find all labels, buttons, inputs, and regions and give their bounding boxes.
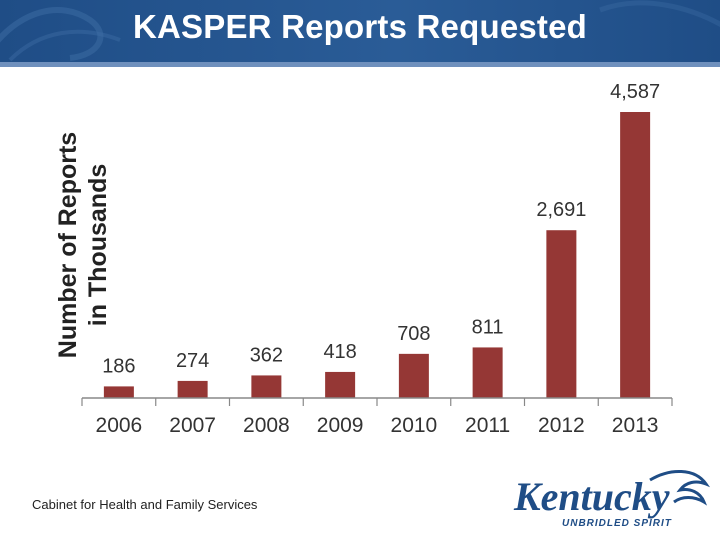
footer-text: Cabinet for Health and Family Services	[32, 497, 258, 512]
data-label-2010: 708	[397, 323, 430, 345]
y-axis-label: Number of Reports in Thousands	[54, 132, 112, 358]
data-label-2011: 811	[472, 316, 504, 338]
header-swirl-decoration	[0, 0, 720, 62]
header-underline	[0, 62, 720, 67]
logo-tagline: UNBRIDLED SPIRIT	[562, 518, 672, 529]
data-label-2012: 2,691	[536, 199, 586, 221]
x-tick-label-2009: 2009	[317, 414, 364, 437]
x-tick-label-2010: 2010	[391, 414, 438, 437]
y-axis-label-line: in Thousands	[84, 164, 112, 327]
bar-2008	[251, 375, 282, 398]
horse-head-icon	[649, 469, 711, 506]
bar-2013	[620, 112, 651, 398]
x-tick-label-2013: 2013	[612, 414, 659, 437]
bar-chart: Number of Reports in Thousands 186 274 362 4…	[54, 81, 673, 437]
x-tick-label-2011: 2011	[465, 414, 510, 437]
data-label-2013: 4,587	[610, 81, 660, 103]
bar-2007	[177, 380, 208, 398]
bar-2011	[472, 347, 503, 398]
x-tick-label-2012: 2012	[538, 414, 585, 437]
bar-2010	[398, 353, 429, 398]
data-label-2007: 274	[176, 350, 209, 372]
y-axis-label-line: Number of Reports	[54, 132, 82, 358]
data-label-2008: 362	[250, 344, 283, 366]
data-label-2006: 186	[102, 355, 135, 377]
slide-title: KASPER Reports Requested	[132, 8, 588, 45]
bar-2012	[546, 230, 577, 398]
x-tick-label-2007: 2007	[169, 414, 216, 437]
title-bar: KASPER Reports Requested	[0, 0, 720, 62]
bar-2009	[325, 371, 356, 398]
x-tick-label-2008: 2008	[243, 414, 290, 437]
data-label-2009: 418	[323, 341, 356, 363]
x-tick-label-2006: 2006	[96, 414, 143, 437]
logo-wordmark: Kentucky	[513, 474, 670, 519]
bar-2006	[103, 386, 134, 398]
kentucky-logo: Kentucky UNBRIDLED SPIRIT	[513, 469, 711, 529]
